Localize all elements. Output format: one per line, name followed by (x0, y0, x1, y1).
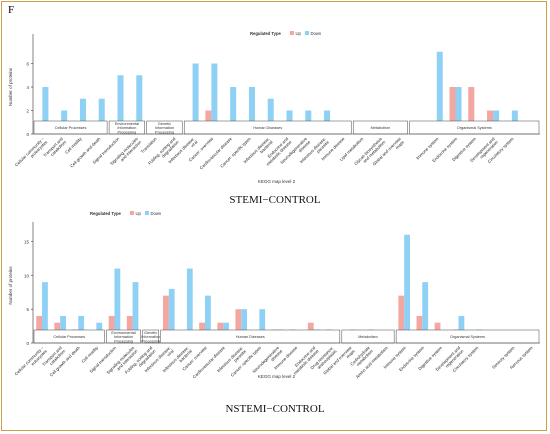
category-group-label: Cellular Processes (55, 126, 87, 130)
category-group-label: Processing (114, 339, 133, 343)
category-group-label: Organismal Systems (457, 126, 492, 130)
x-axis-label: KEGG map level 2 (258, 179, 296, 184)
bar-down-11 (248, 87, 255, 134)
category-group-label: Environmental (115, 122, 139, 126)
category-group-label: Processing (117, 130, 136, 134)
x-tick-label: Cardiovascular disease (199, 136, 234, 171)
bar-down-10 (230, 87, 237, 134)
bar-up-11 (235, 309, 242, 343)
y-axis-label: Number of proteins (8, 67, 13, 106)
category-group-label: Processing (155, 130, 174, 134)
category-group-label: Information (117, 126, 136, 130)
bar-down-23 (458, 315, 465, 343)
category-group-label: Human Diseases (253, 126, 282, 130)
legend-label-down: Down (311, 31, 322, 36)
category-group-label: Organismal Systems (450, 335, 485, 339)
legend-title: Regulated Type (90, 211, 122, 216)
bar-down-2 (78, 315, 85, 343)
category-group-label: Genetic (144, 331, 157, 335)
x-tick-label-line: Cell motility (64, 136, 83, 155)
bar-down-7 (168, 288, 175, 343)
legend-title: Regulated Type (250, 31, 282, 36)
panel-letter: F (8, 4, 15, 16)
bar-up-0 (36, 315, 43, 343)
bar-down-12 (259, 309, 266, 343)
bar-down-4 (114, 268, 121, 343)
bar-down-1 (60, 315, 66, 343)
x-tick-label: Translation (140, 136, 159, 155)
bar-down-2 (79, 98, 86, 134)
bar-up-23 (468, 87, 475, 134)
category-group-label: Processing (141, 339, 160, 343)
x-tick-label-line: viral (166, 348, 175, 357)
x-tick-label-line: Cardiovascular disease (192, 345, 227, 380)
bar-up-4 (108, 315, 115, 343)
y-axis-label: Number of proteins (8, 266, 13, 305)
category-group-label: Environmental (111, 331, 135, 335)
y-tick-label: 5 (26, 307, 29, 312)
bar-down-12 (267, 98, 274, 134)
bar-down-3 (98, 98, 105, 134)
bar-up-5 (126, 315, 133, 343)
x-tick-label-line: Translation (140, 136, 159, 155)
x-tick-label-line: Cardiovascular disease (199, 136, 234, 171)
bar-up-7 (163, 295, 169, 343)
legend-swatch-down (145, 211, 149, 215)
bar-down-21 (422, 282, 429, 343)
x-tick-label-line: viral (190, 139, 199, 148)
legend: Regulated Type Up Down (250, 31, 322, 36)
legend: Regulated Type Up Down (90, 211, 162, 216)
category-group-label: Information (141, 335, 160, 339)
bar-down-0 (42, 87, 49, 134)
y-tick-label: 2 (26, 109, 29, 114)
y-tick-label: 4 (26, 85, 29, 90)
bar-down-9 (211, 63, 218, 134)
legend-swatch-up (130, 211, 134, 215)
bar-down-9 (205, 295, 211, 343)
legend-swatch-up (290, 31, 294, 35)
x-tick-label-line: Cellular community − (14, 136, 46, 168)
legend-label-up: Up (296, 31, 302, 36)
category-group-label: Cellular Processes (53, 335, 85, 339)
category-group-label: Metabolism (371, 126, 390, 130)
bar-down-0 (42, 282, 48, 343)
bar-down-5 (132, 282, 139, 343)
x-tick-label: Cardiovascular disease (192, 345, 227, 380)
y-tick-label: 10 (24, 273, 30, 278)
y-tick-label: 0 (26, 132, 29, 137)
y-tick-label: 0 (26, 341, 29, 346)
category-group-label: Metabolism (358, 335, 377, 339)
bar-down-4 (117, 75, 124, 134)
bar-down-11 (241, 309, 248, 343)
bar-down-8 (186, 268, 193, 343)
category-group-label: Information (114, 335, 133, 339)
x-tick-label: Cell motility (64, 136, 83, 155)
bar-down-8 (192, 63, 199, 134)
y-tick-label: 6 (26, 62, 29, 67)
bar-down-21 (436, 51, 443, 134)
x-tick-label-line: Cellular community − (13, 345, 45, 377)
category-group-label: Genetic (158, 122, 171, 126)
bar-up-22 (449, 87, 456, 134)
chart-panel-1: 0 2 4 6 Number of proteins Cellular Processes… (8, 31, 540, 206)
chart-panel-2: 0 5 10 15 Number of proteins Cellular Process… (8, 211, 540, 415)
y-tick-label: 15 (24, 240, 30, 245)
bar-down-22 (455, 87, 462, 134)
x-tick-label-line: maps (345, 348, 356, 359)
bar-up-21 (416, 315, 423, 343)
bar-up-20 (398, 295, 405, 343)
legend-label-up: Up (136, 211, 142, 216)
category-group-label: Human Diseases (236, 335, 265, 339)
x-tick-label-line: maps (394, 139, 405, 150)
category-group-label: Information (155, 126, 174, 130)
bar-down-20 (404, 234, 410, 343)
bar-down-5 (136, 75, 143, 134)
chart-title: STEMI−CONTROL (229, 194, 320, 206)
legend-label-down: Down (151, 211, 162, 216)
x-axis-label: KEGG map level 2 (258, 374, 296, 379)
legend-swatch-down (305, 31, 309, 35)
chart-title: NSTEMI−CONTROL (225, 403, 324, 415)
x-tick-label: Transport andcatabolism (42, 136, 68, 162)
